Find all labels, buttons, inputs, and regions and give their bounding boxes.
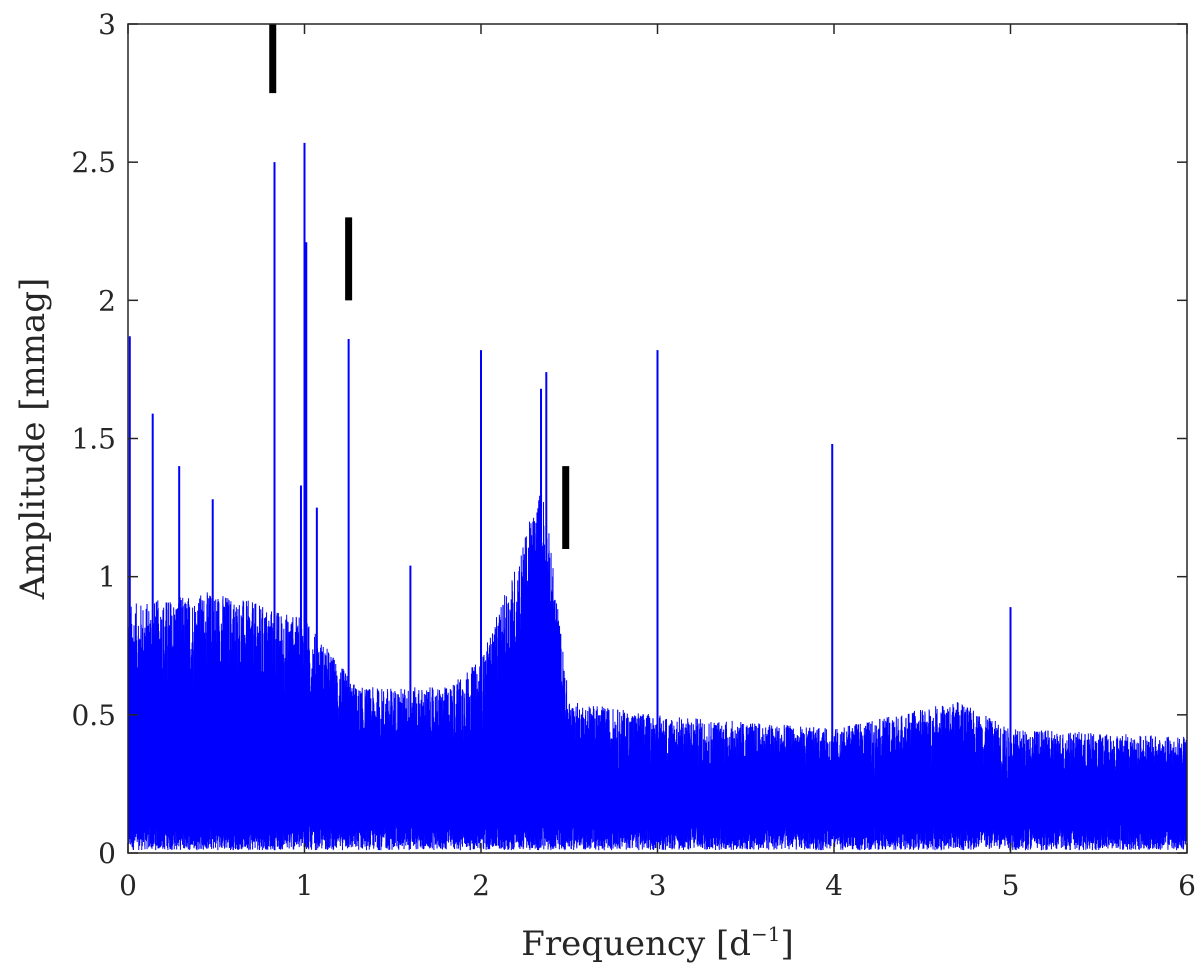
y-tick-label-6: 3	[98, 8, 116, 41]
y-axis-label: Amplitude [mmag]	[13, 278, 53, 601]
x-axis-label: Frequency [d−1]	[521, 922, 793, 964]
frequency-markers	[269, 24, 570, 550]
x-axis-label-close: ]	[780, 924, 793, 964]
y-tick-label-4: 2	[98, 284, 116, 317]
y-tick-label-1: 0.5	[71, 699, 116, 732]
x-tick-label-1: 1	[296, 869, 314, 902]
x-tick-label-0: 0	[119, 869, 137, 902]
x-tick-label-4: 4	[825, 869, 843, 902]
y-tick-label-3: 1.5	[71, 423, 116, 456]
x-tick-label-2: 2	[472, 869, 490, 902]
x-tick-label-5: 5	[1002, 869, 1020, 902]
axis-ticks: 0 1 2 3 4 5 6 0 0.5 1 1.5 2 2.5 3	[71, 8, 1195, 902]
plot-content	[127, 142, 1188, 851]
y-tick-label-5: 2.5	[71, 146, 116, 179]
y-tick-label-0: 0	[98, 837, 116, 870]
x-tick-label-3: 3	[649, 869, 667, 902]
x-tick-label-6: 6	[1178, 869, 1196, 902]
x-axis-label-superscript: −1	[751, 922, 780, 946]
x-axis-label-main: Frequency [d	[521, 924, 751, 964]
y-tick-label-2: 1	[98, 561, 116, 594]
